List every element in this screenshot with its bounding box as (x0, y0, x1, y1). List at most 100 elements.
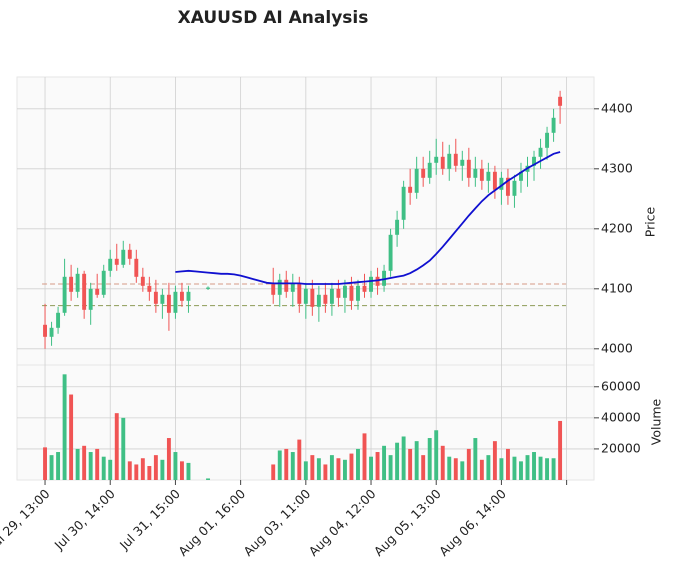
candle-body (166, 294, 171, 313)
candle-body (114, 258, 119, 265)
volume-bar (173, 452, 178, 480)
candle-body (329, 288, 334, 304)
volume-bar (127, 461, 132, 480)
volume-bar (447, 456, 452, 480)
candle-body (75, 273, 80, 292)
volume-tick-label: 60000 (601, 378, 641, 393)
candle-body (545, 132, 550, 148)
candle-body (336, 288, 341, 298)
volume-bar (43, 447, 47, 480)
candle-body (551, 117, 556, 133)
volume-bar (206, 478, 210, 480)
volume-axis-label: Volume (649, 398, 664, 445)
candle-body (414, 168, 419, 193)
candle-body (473, 168, 478, 178)
volume-bar (323, 464, 328, 480)
candle-body (447, 153, 452, 169)
candle-body (82, 273, 87, 310)
candle-body (362, 285, 367, 292)
candle-body (356, 285, 360, 301)
volume-bar (101, 456, 106, 480)
candle-body (323, 294, 328, 304)
volume-bar (369, 456, 373, 480)
volume-bar (473, 438, 478, 480)
candle-body (395, 219, 400, 235)
candle-body (466, 159, 471, 178)
candle-body (297, 282, 302, 304)
candle-body (160, 294, 165, 304)
volume-bar (388, 455, 393, 480)
volume-bar (114, 413, 119, 480)
volume-bar (88, 452, 93, 480)
candle-body (121, 249, 126, 265)
candle-body (101, 270, 106, 295)
candle-body (342, 285, 347, 298)
volume-bar (75, 448, 80, 480)
volume-bar (271, 464, 276, 480)
volume-bar (460, 461, 465, 480)
candle-body (206, 287, 210, 289)
candle-body (492, 171, 497, 190)
x-tick-label: Jul 29, 13:00 (0, 486, 53, 553)
candle-body (316, 294, 321, 307)
x-tick-label: Aug 04, 12:00 (306, 486, 379, 559)
volume-bar (277, 450, 282, 480)
candle-body (408, 186, 413, 193)
volume-bar (525, 455, 530, 480)
volume-bar (492, 441, 497, 480)
volume-bar (62, 374, 67, 480)
volume-bar (532, 452, 536, 480)
volume-bar (453, 458, 458, 480)
candle-body (186, 291, 191, 301)
candle-body (271, 282, 276, 295)
volume-bar (414, 441, 419, 480)
candle-body (505, 177, 510, 196)
x-tick-label: Aug 01, 16:00 (175, 486, 248, 559)
y-tick-label: 4100 (601, 280, 633, 295)
candle-body (375, 276, 380, 286)
candle-body (421, 168, 426, 178)
candle-body (519, 171, 523, 181)
volume-bar (82, 445, 87, 480)
candle-body (69, 276, 74, 292)
volume-bar (382, 445, 387, 480)
candle-body (310, 288, 315, 307)
volume-bar (466, 448, 471, 480)
candle-body (153, 291, 158, 304)
volume-bar (336, 458, 341, 480)
volume-bar (290, 452, 295, 480)
volume-tick-label: 40000 (601, 409, 641, 424)
candle-body (388, 234, 393, 271)
candle-body (558, 96, 563, 106)
volume-bar (140, 458, 145, 480)
volume-bar (512, 456, 517, 480)
volume-bar (362, 433, 367, 480)
candle-body (95, 288, 100, 295)
candle-body (49, 327, 54, 337)
y-axis-label: Price (643, 206, 658, 237)
volume-bar (427, 438, 432, 480)
x-tick-label: Aug 06, 14:00 (436, 486, 509, 559)
volume-bar (153, 455, 158, 480)
volume-bar (505, 448, 510, 480)
volume-bar (545, 458, 550, 480)
volume-bar (160, 459, 165, 480)
volume-bar (147, 466, 152, 480)
volume-bar (329, 455, 334, 480)
candle-body (284, 279, 289, 292)
volume-bar (179, 461, 184, 480)
volume-bar (310, 455, 315, 480)
volume-bar (519, 461, 523, 480)
volume-bar (69, 394, 74, 480)
candle-body (349, 285, 354, 301)
volume-bar (408, 448, 413, 480)
candle-body (88, 288, 93, 310)
volume-bar (375, 452, 380, 480)
candle-body (127, 249, 132, 259)
volume-bar (349, 453, 354, 480)
volume-bar (538, 456, 543, 480)
volume-bar (342, 459, 347, 480)
candle-body (499, 177, 504, 190)
candle-body (303, 288, 308, 304)
